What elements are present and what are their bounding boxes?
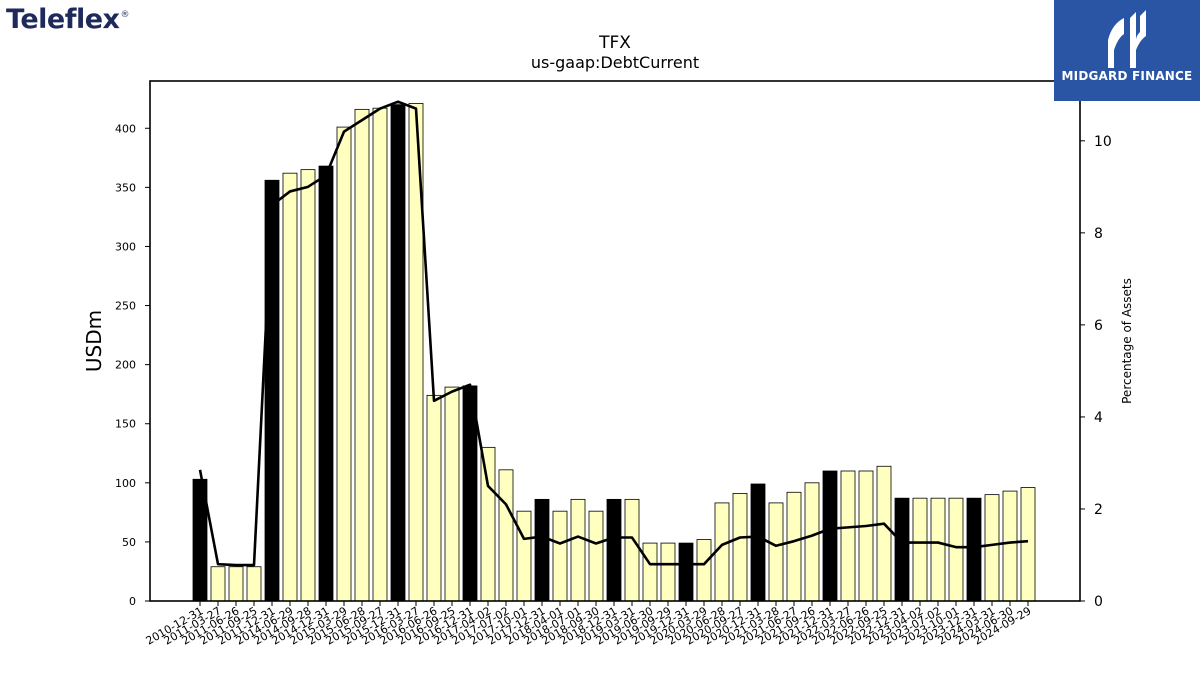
bar-2018-12-31 (606, 498, 622, 602)
y-tick-label: 50 (122, 536, 136, 549)
y2-tick-label: 4 (1094, 410, 1103, 426)
bar-2023-07-02 (930, 497, 946, 602)
line-series (198, 100, 1029, 567)
bar-2017-04-02 (480, 446, 496, 602)
bar-2016-06-26 (426, 394, 442, 602)
y-tick-label: 400 (115, 122, 136, 135)
bar-2022-12-31 (894, 497, 910, 602)
bar-2024-06-30 (1002, 490, 1018, 602)
y-tick-label: 100 (115, 477, 136, 490)
y-tick-label: 200 (115, 359, 136, 372)
bar-2018-09-30 (588, 510, 604, 602)
percentage-line (198, 100, 1029, 567)
y2-tick-label: 8 (1094, 226, 1103, 242)
y2-tick-label: 0 (1094, 594, 1103, 610)
bar-2023-12-31 (966, 497, 982, 602)
midgard-logo-text: MIDGARD FINANCE (1061, 69, 1193, 83)
bar-2022-09-25 (876, 465, 892, 602)
bar-2023-04-02 (912, 497, 928, 602)
y2-axis-label: Percentage of Assets (1120, 278, 1134, 404)
bar-2011-03-27 (210, 566, 226, 602)
teleflex-logo-text: Teleflex (6, 4, 120, 35)
bar-2017-12-31 (534, 498, 550, 602)
bar-2020-09-27 (732, 493, 748, 602)
plot-frame (149, 80, 1081, 602)
midgard-emblem-icon (1108, 10, 1146, 68)
bar-2019-09-29 (660, 542, 676, 602)
bar-2022-06-26 (858, 470, 874, 602)
teleflex-logo: Teleflex ® (6, 4, 129, 36)
bar-2017-07-02 (498, 469, 514, 602)
bar-2011-09-25 (246, 566, 262, 602)
bar-2019-06-30 (642, 542, 658, 602)
left-axis-ticks: 0 50 100 150 200 250 300 350 400 (115, 122, 150, 608)
y2-tick-label: 2 (1094, 502, 1103, 518)
bar-2022-03-27 (840, 470, 856, 602)
bar-2021-06-27 (786, 491, 802, 602)
bar-2018-07-01 (570, 498, 586, 602)
chart-title: TFX (598, 33, 631, 53)
midgard-finance-logo: MIDGARD FINANCE (1054, 0, 1200, 101)
bar-2015-09-27 (372, 107, 388, 602)
bar-2017-10-01 (516, 510, 532, 602)
y-tick-label: 250 (115, 300, 136, 313)
y-tick-label: 0 (129, 595, 136, 608)
bar-2015-03-29 (336, 126, 352, 602)
y-tick-label: 300 (115, 240, 136, 253)
bar-2024-03-31 (984, 494, 1000, 602)
bar-2014-09-28 (300, 169, 316, 602)
bar-2020-12-31 (750, 483, 766, 602)
bar-2014-06-29 (282, 172, 298, 602)
bar-2019-03-31 (624, 498, 640, 602)
y-axis-label: USDm (82, 310, 106, 372)
bar-2015-06-28 (354, 108, 370, 602)
x-axis-ticks: 2010-12-312011-03-272011-06-262011-09-25… (144, 601, 1034, 648)
bar-2019-12-31 (678, 542, 694, 602)
y2-tick-label: 10 (1094, 134, 1112, 150)
bar-2014-12-31 (318, 165, 334, 602)
y2-tick-label: 6 (1094, 318, 1103, 334)
bar-2011-06-26 (228, 566, 244, 602)
bar-2021-12-31 (822, 470, 838, 602)
y-tick-label: 150 (115, 418, 136, 431)
bar-2023-10-01 (948, 497, 964, 602)
bar-2011-12-31 (264, 179, 280, 602)
y-tick-label: 350 (115, 181, 136, 194)
bar-2021-09-26 (804, 482, 820, 602)
bar-2018-04-01 (552, 510, 568, 602)
chart-subtitle: us-gaap:DebtCurrent (531, 53, 699, 72)
bar-2016-09-25 (444, 386, 460, 602)
right-axis-ticks: 0 2 4 6 8 10 (1080, 134, 1112, 610)
bar-2024-09-29 (1020, 487, 1036, 602)
bar-2021-03-28 (768, 502, 784, 602)
bar-2020-03-29 (696, 539, 712, 602)
registered-mark: ® (120, 10, 130, 20)
bar-2015-12-31 (390, 104, 406, 602)
